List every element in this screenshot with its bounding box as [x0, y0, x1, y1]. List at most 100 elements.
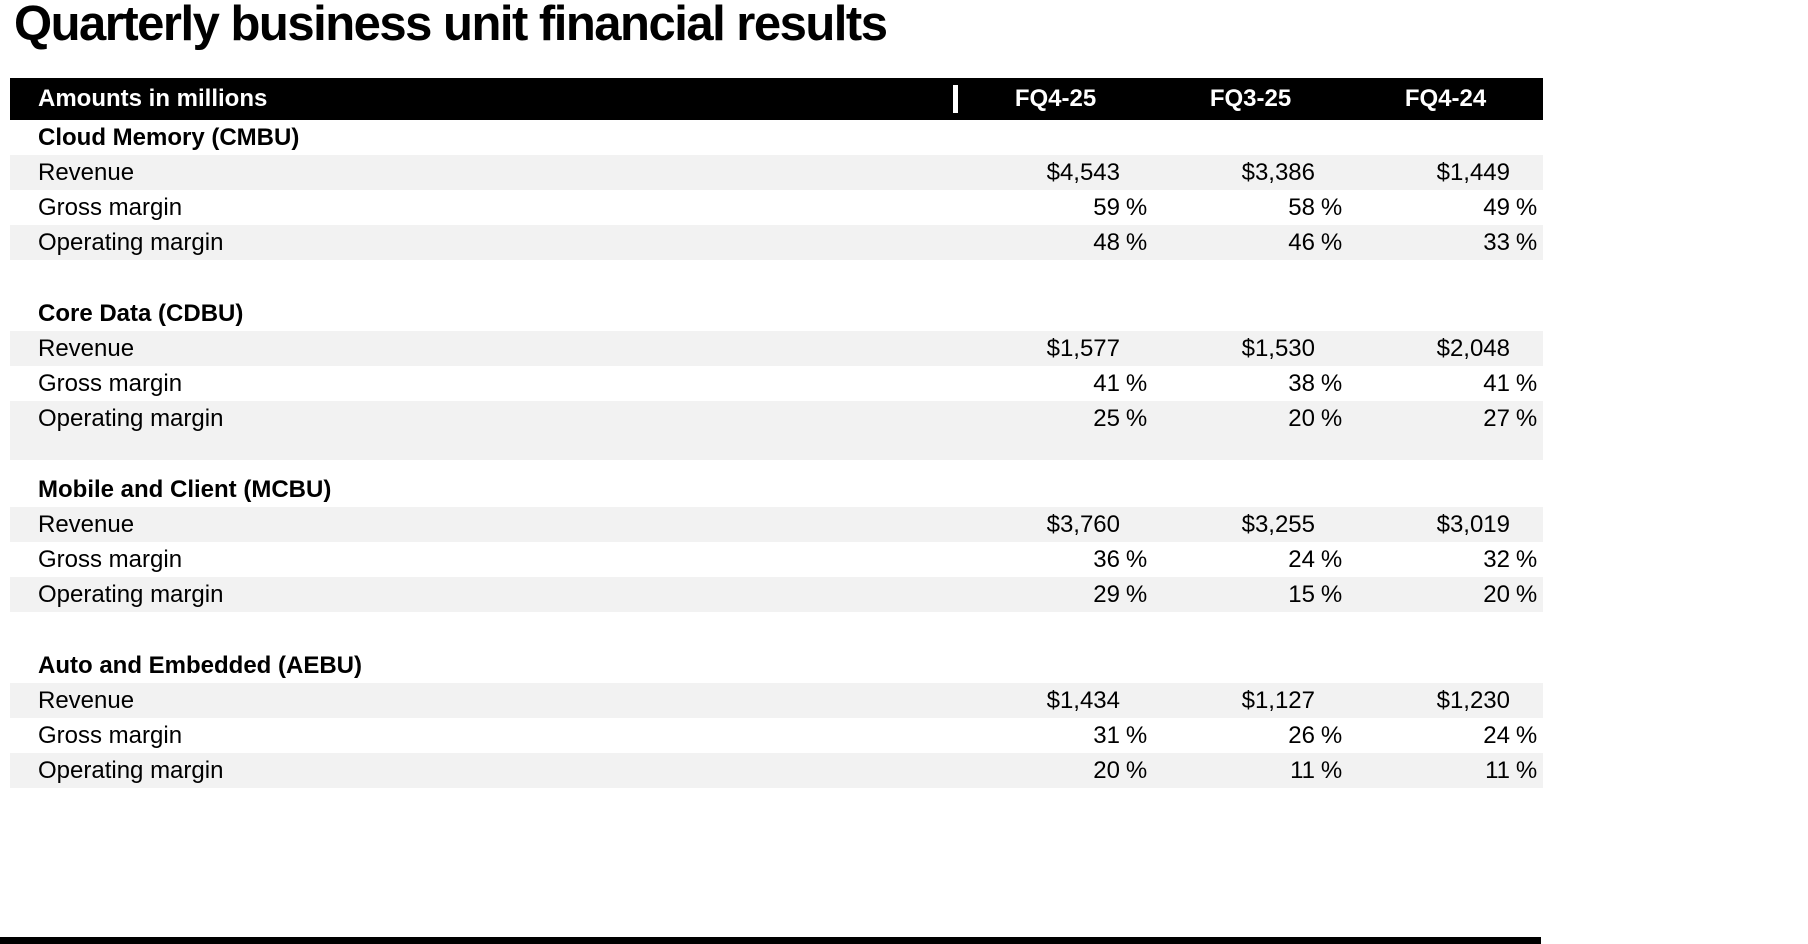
value-unit: %: [1515, 404, 1538, 432]
value-cell: 29 %: [958, 581, 1153, 609]
value-unit: %: [1125, 193, 1148, 221]
spacer-row: [10, 260, 1543, 296]
value-fq4-25: $4,543: [1046, 158, 1120, 186]
value-fq4-24: $3,019: [1436, 510, 1510, 538]
value-fq3-25: 20: [1288, 404, 1315, 432]
value-cell: $3,019: [1348, 511, 1543, 539]
value-fq3-25: 46: [1288, 228, 1315, 256]
value-cell: $3,760: [958, 511, 1153, 539]
header-amounts-label: Amounts in millions: [10, 85, 958, 113]
table-row: Operating margin 29 % 15 % 20 %: [10, 577, 1543, 612]
value-fq3-25: $3,386: [1241, 158, 1315, 186]
value-cell: 27 %: [1348, 405, 1543, 433]
value-fq3-25: $3,255: [1241, 510, 1315, 538]
row-label: Gross margin: [38, 193, 183, 221]
value-fq4-25: 48: [1093, 228, 1120, 256]
value-cell: $1,230: [1348, 687, 1543, 715]
value-unit: %: [1125, 404, 1148, 432]
row-label: Revenue: [38, 686, 135, 714]
spacer-row: [10, 612, 1543, 648]
table-row: Gross margin 59 % 58 % 49 %: [10, 190, 1543, 225]
value-unit: [1315, 511, 1348, 539]
value-fq4-24: 27: [1483, 404, 1510, 432]
table-row: Operating margin 20 % 11 % 11 %: [10, 753, 1543, 788]
value-fq3-25: $1,530: [1241, 334, 1315, 362]
value-fq3-25: 15: [1288, 580, 1315, 608]
value-unit: %: [1515, 193, 1538, 221]
value-unit: [1315, 687, 1348, 715]
value-unit: %: [1125, 580, 1148, 608]
value-fq3-25: $1,127: [1241, 686, 1315, 714]
value-unit: [1510, 335, 1543, 363]
value-fq4-25: 36: [1093, 545, 1120, 573]
value-cell: $1,530: [1153, 335, 1348, 363]
value-unit: %: [1320, 228, 1343, 256]
value-unit: [1120, 511, 1153, 539]
value-cell: 25 %: [958, 405, 1153, 433]
value-unit: %: [1125, 369, 1148, 397]
value-cell: 11 %: [1153, 757, 1348, 785]
value-cell: 46 %: [1153, 229, 1348, 257]
value-cell: 41 %: [1348, 370, 1543, 398]
row-label: Gross margin: [38, 369, 183, 397]
value-unit: %: [1515, 756, 1538, 784]
value-cell: 48 %: [958, 229, 1153, 257]
value-cell: 31 %: [958, 722, 1153, 750]
table-row: Revenue $1,434 $1,127 $1,230: [10, 683, 1543, 718]
header-col-fq3-25: FQ3-25: [1209, 85, 1292, 112]
value-cell: 20 %: [1348, 581, 1543, 609]
value-unit: %: [1125, 228, 1148, 256]
value-unit: %: [1125, 721, 1148, 749]
value-fq4-25: 20: [1093, 756, 1120, 784]
value-cell: 58 %: [1153, 194, 1348, 222]
spacer-row-striped: [10, 436, 1543, 460]
results-table: Amounts in millions FQ4-25 FQ3-25 FQ4-24…: [10, 78, 1543, 788]
value-unit: %: [1515, 580, 1538, 608]
section-row-aebu: Auto and Embedded (AEBU): [10, 648, 1543, 683]
value-fq4-25: 29: [1093, 580, 1120, 608]
row-label: Gross margin: [38, 545, 183, 573]
value-unit: [1510, 159, 1543, 187]
value-cell: $1,434: [958, 687, 1153, 715]
value-fq3-25: 24: [1288, 545, 1315, 573]
value-fq4-25: 25: [1093, 404, 1120, 432]
table-row: Revenue $1,577 $1,530 $2,048: [10, 331, 1543, 366]
value-unit: %: [1515, 545, 1538, 573]
value-cell: 24 %: [1348, 722, 1543, 750]
table-row: Revenue $3,760 $3,255 $3,019: [10, 507, 1543, 542]
value-unit: [1315, 335, 1348, 363]
header-col-fq4-25: FQ4-25: [1014, 85, 1097, 112]
value-unit: %: [1320, 369, 1343, 397]
value-cell: 36 %: [958, 546, 1153, 574]
value-unit: [1120, 335, 1153, 363]
row-label: Gross margin: [38, 721, 183, 749]
value-cell: 26 %: [1153, 722, 1348, 750]
value-unit: [1510, 687, 1543, 715]
value-cell: $1,127: [1153, 687, 1348, 715]
value-cell: 38 %: [1153, 370, 1348, 398]
value-fq4-24: $1,230: [1436, 686, 1510, 714]
value-cell: 32 %: [1348, 546, 1543, 574]
value-unit: %: [1320, 545, 1343, 573]
section-name: Core Data (CDBU): [38, 299, 244, 327]
value-fq3-25: 11: [1290, 756, 1315, 784]
value-unit: %: [1125, 756, 1148, 784]
value-cell: 33 %: [1348, 229, 1543, 257]
value-fq4-24: 20: [1483, 580, 1510, 608]
value-unit: %: [1320, 404, 1343, 432]
bottom-bar: [0, 937, 1541, 944]
row-label: Revenue: [38, 158, 135, 186]
section-row-cmbu: Cloud Memory (CMBU): [10, 120, 1543, 155]
value-fq4-24: $2,048: [1436, 334, 1510, 362]
value-cell: $1,449: [1348, 159, 1543, 187]
section-name: Mobile and Client (MCBU): [38, 475, 332, 503]
value-cell: 11 %: [1348, 757, 1543, 785]
table-row: Gross margin 36 % 24 % 32 %: [10, 542, 1543, 577]
section-name: Cloud Memory (CMBU): [38, 123, 300, 151]
row-label: Operating margin: [38, 756, 224, 784]
value-fq3-25: 58: [1288, 193, 1315, 221]
value-fq4-25: $1,577: [1046, 334, 1120, 362]
header-col-fq4-24: FQ4-24: [1404, 85, 1487, 112]
value-fq4-25: 59: [1093, 193, 1120, 221]
value-fq4-24: 24: [1483, 721, 1510, 749]
